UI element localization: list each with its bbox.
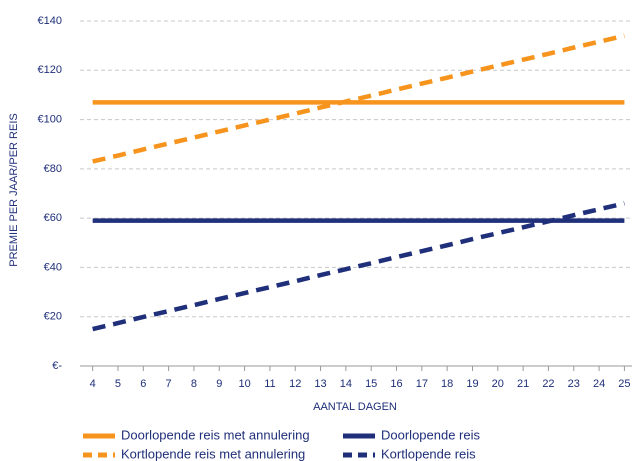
y-tick-label: €20 <box>44 311 62 323</box>
x-tick-label: 25 <box>618 378 630 390</box>
x-tick-label: 18 <box>441 378 453 390</box>
x-tick-label: 22 <box>542 378 554 390</box>
legend-label: Kortlopende reis <box>381 446 476 461</box>
x-tick-label: 12 <box>289 378 301 390</box>
y-tick-label: €120 <box>38 64 62 76</box>
legend-label: Doorlopende reis <box>381 427 481 442</box>
x-tick-label: 23 <box>568 378 580 390</box>
x-tick-label: 4 <box>90 378 96 390</box>
y-tick-label: €60 <box>44 212 62 224</box>
y-tick-label: €- <box>52 360 62 372</box>
x-tick-label: 9 <box>216 378 222 390</box>
x-tick-label: 13 <box>314 378 326 390</box>
series-line <box>92 201 625 332</box>
x-tick-label: 10 <box>238 378 250 390</box>
x-tick-label: 6 <box>140 378 146 390</box>
x-tick-label: 24 <box>593 378 605 390</box>
legend-label: Kortlopende reis met annulering <box>121 446 305 461</box>
x-tick-label: 8 <box>191 378 197 390</box>
x-tick-label: 16 <box>390 378 402 390</box>
legend-label: Doorlopende reis met annulering <box>121 427 310 442</box>
x-tick-label: 19 <box>466 378 478 390</box>
x-tick-label: 7 <box>166 378 172 390</box>
y-tick-label: €140 <box>38 15 62 27</box>
x-axis-title: AANTAL DAGEN <box>313 401 397 413</box>
y-tick-label: €100 <box>38 113 62 125</box>
y-axis-title: PREMIE PER JAAR/PER REIS <box>8 113 20 266</box>
x-tick-label: 5 <box>115 378 121 390</box>
series-line <box>92 33 625 164</box>
x-tick-label: 17 <box>416 378 428 390</box>
x-tick-label: 20 <box>492 378 504 390</box>
x-tick-label: 14 <box>340 378 352 390</box>
y-tick-label: €80 <box>44 163 62 175</box>
x-tick-label: 11 <box>264 378 275 390</box>
y-tick-label: €40 <box>44 261 62 273</box>
x-tick-label: 15 <box>365 378 377 390</box>
x-tick-label: 21 <box>517 378 529 390</box>
